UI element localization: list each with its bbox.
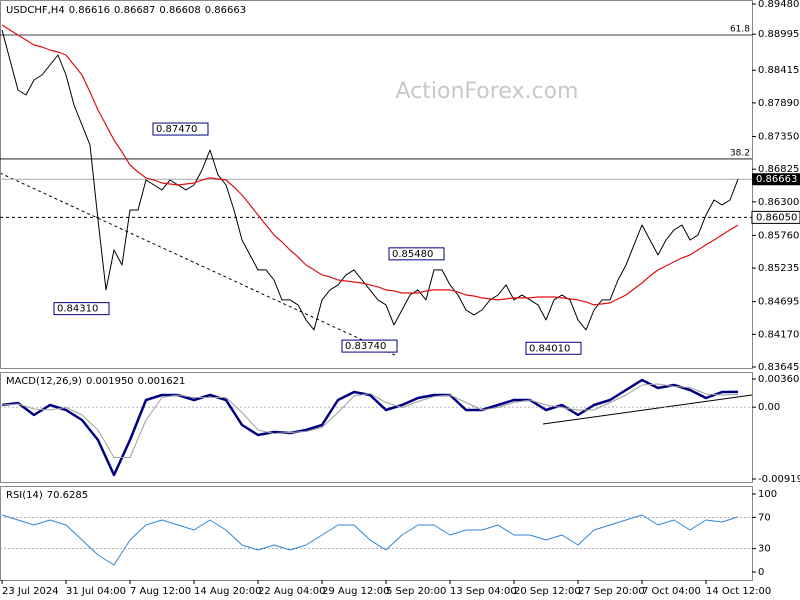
trend-line bbox=[0, 172, 396, 356]
x-tick-label: 31 Jul 04:00 bbox=[66, 586, 126, 597]
annotation-box bbox=[525, 341, 582, 355]
annotation-box bbox=[53, 302, 110, 316]
x-tick-label: 7 Aug 12:00 bbox=[130, 586, 191, 597]
header-close: 0.86663 bbox=[205, 5, 246, 16]
annotation-label: 0.84010 bbox=[529, 343, 570, 354]
level-label: 61.8 bbox=[730, 24, 750, 34]
y-tick-label: 0.003603 bbox=[758, 374, 800, 385]
panel-frame bbox=[0, 372, 753, 483]
level-label: 38.2 bbox=[730, 148, 750, 158]
y-tick-label: 100 bbox=[758, 489, 777, 500]
annotation-box bbox=[388, 247, 445, 261]
annotation-label: 0.83740 bbox=[345, 341, 386, 352]
y-tick-label: 0.85760 bbox=[758, 230, 799, 241]
x-tick-label: 14 Oct 12:00 bbox=[706, 586, 771, 597]
x-tick-label: 29 Aug 12:00 bbox=[322, 586, 389, 597]
y-tick-label: 0.00 bbox=[758, 402, 780, 413]
series-line bbox=[1, 378, 739, 477]
y-tick-label: 0.84695 bbox=[758, 297, 799, 308]
macd-title: MACD(12,26,9) bbox=[6, 376, 82, 387]
header-low: 0.86608 bbox=[159, 5, 200, 16]
y-tick-label: 0.83645 bbox=[758, 362, 799, 373]
y-tick-label: 0.84170 bbox=[758, 329, 799, 340]
y-tick-label: 30 bbox=[758, 544, 771, 555]
y-tick-label: 0.85235 bbox=[758, 263, 799, 274]
series-line bbox=[1, 514, 739, 566]
x-tick-label: 20 Sep 12:00 bbox=[514, 586, 581, 597]
header-open: 0.86616 bbox=[69, 5, 110, 16]
rsi-title: RSI(14) bbox=[6, 490, 43, 501]
series-line bbox=[1, 383, 739, 458]
y-tick-label: 0.87350 bbox=[758, 131, 799, 142]
series-line bbox=[1, 29, 739, 331]
x-tick-label: 7 Oct 04:00 bbox=[642, 586, 701, 597]
header-high: 0.86687 bbox=[114, 5, 155, 16]
annotation-box bbox=[152, 122, 209, 136]
support-label: 0.86050 bbox=[756, 212, 797, 223]
header-title: USDCHF,H4 bbox=[6, 5, 65, 16]
macd-header: MACD(12,26,9) 0.001950 0.001621 bbox=[6, 376, 185, 387]
macd-trend-line bbox=[542, 394, 753, 425]
y-tick-label: 0.87890 bbox=[758, 98, 799, 109]
last-price-box bbox=[752, 173, 800, 186]
macd-signal: 0.001621 bbox=[138, 376, 186, 387]
y-tick-label: -0.009198 bbox=[758, 474, 800, 485]
watermark: ActionForex.com bbox=[396, 79, 579, 104]
y-tick-label: 0.88415 bbox=[758, 65, 799, 76]
macd-main: 0.001950 bbox=[86, 376, 134, 387]
rsi-value: 70.6285 bbox=[47, 490, 88, 501]
y-tick-label: 0.88995 bbox=[758, 29, 799, 40]
annotation-label: 0.85480 bbox=[392, 249, 433, 260]
x-tick-label: 22 Aug 04:00 bbox=[258, 586, 325, 597]
annotation-label: 0.84310 bbox=[57, 304, 98, 315]
x-tick-label: 14 Aug 20:00 bbox=[194, 586, 261, 597]
x-tick-label: 23 Jul 2024 bbox=[2, 586, 59, 597]
annotation-box bbox=[341, 339, 398, 353]
series-line bbox=[1, 24, 739, 306]
y-tick-label: 0.86825 bbox=[758, 164, 799, 175]
y-tick-label: 70 bbox=[758, 512, 771, 523]
symbol-header: USDCHF,H4 0.86616 0.86687 0.86608 0.86663 bbox=[6, 5, 246, 16]
annotation-label: 0.87470 bbox=[156, 124, 197, 135]
x-tick-label: 13 Sep 04:00 bbox=[450, 586, 517, 597]
support-box bbox=[751, 210, 800, 224]
rsi-header: RSI(14) 70.6285 bbox=[6, 490, 88, 501]
panel-frame bbox=[0, 486, 753, 581]
x-tick-label: 5 Sep 20:00 bbox=[386, 586, 446, 597]
y-tick-label: 0.89480 bbox=[758, 0, 799, 10]
y-tick-label: 0 bbox=[758, 567, 764, 578]
x-tick-label: 27 Sep 20:00 bbox=[578, 586, 645, 597]
last-price-label: 0.86663 bbox=[756, 174, 797, 185]
y-tick-label: 0.86300 bbox=[758, 197, 799, 208]
